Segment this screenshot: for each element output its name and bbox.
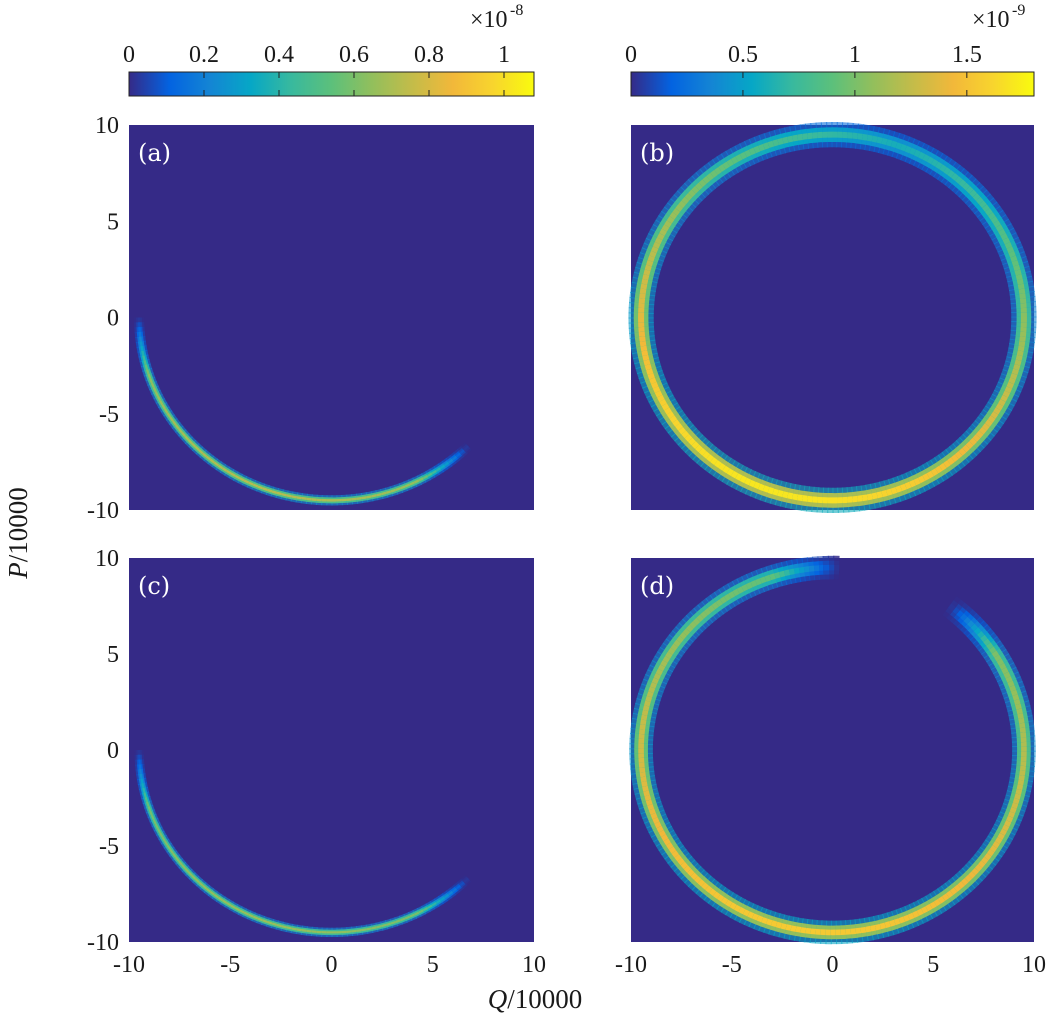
colorbar-tick-label: 1 [849,42,861,68]
panel-a: (a) [129,125,534,510]
colorbar-left: 0 0.2 0.4 0.6 0.8 1 ×10 -8 [123,2,535,97]
y-tick-label: 0 [107,306,119,332]
heatmap-arc [134,317,472,506]
x-tick-label: 0 [326,952,338,978]
colorbar-right: 0 0.5 1 1.5 ×10 -9 [625,2,1035,97]
heatmap-ring [629,555,1036,945]
x-tick-label: 0 [827,952,839,978]
x-tick-label: -5 [220,952,240,978]
panel-b: (b) [628,121,1037,514]
x-axis-label-var: Q [488,984,508,1014]
colorbar-tick-label: 0 [625,42,637,68]
colorbar-right-bar [630,71,1035,97]
x-axis-label-rest: /10000 [507,984,582,1014]
heatmap-background [129,558,534,942]
colorbar-left-ticks: 0 0.2 0.4 0.6 0.8 1 [123,42,510,96]
heatmap-background [129,125,534,510]
y-axis-label-rest: /10000 [3,487,33,562]
panel-label: (b) [640,139,674,167]
colorbar-tick-label: 0.8 [414,42,444,68]
heatmap-cell-core [463,877,470,884]
y-ticks-bottom: 10 5 0 -5 -10 [87,546,119,956]
heatmap-cell-core [947,603,956,612]
x-tick-label: -5 [722,952,742,978]
x-tick-label: 5 [927,952,939,978]
colorbar-right-ticks: 0 0.5 1 1.5 [625,42,982,96]
x-ticks-right: -10 -5 0 5 10 [615,952,1046,978]
y-tick-label: -10 [87,498,119,524]
y-tick-label: 10 [95,113,119,139]
colorbar-left-exponent-base: ×10 [470,7,508,33]
panel-c: (c) [129,558,534,942]
colorbar-tick-label: 0.5 [728,42,758,68]
x-ticks-left: -10 -5 0 5 10 [113,952,546,978]
x-axis-label: Q/10000 [488,984,583,1014]
heatmap-cell-core [463,445,470,452]
y-tick-label: -5 [99,834,119,860]
y-tick-label: -10 [87,930,119,956]
x-tick-label: -10 [113,952,145,978]
y-axis-label: P/10000 [3,487,33,580]
heatmap-arc [134,749,472,938]
panel-label: (c) [138,572,170,600]
colorbar-tick-label: 0.4 [264,42,294,68]
x-tick-label: 10 [1022,952,1046,978]
y-axis-label-var: P [3,562,33,580]
heatmap-ring [628,121,1037,514]
y-tick-label: 5 [107,209,119,235]
y-tick-label: 10 [95,546,119,572]
y-tick-label: -5 [99,402,119,428]
colorbar-right-exponent: -9 [1012,2,1025,19]
panel-label: (a) [138,139,171,167]
panel-label: (d) [640,572,674,600]
colorbar-left-bar [128,71,535,97]
panel-d: (d) [629,555,1036,945]
colorbar-tick-label: 0 [123,42,135,68]
y-tick-label: 0 [107,738,119,764]
y-ticks-top: 10 5 0 -5 -10 [87,113,119,524]
x-tick-label: 10 [522,952,546,978]
colorbar-tick-label: 0.6 [339,42,369,68]
y-tick-label: 5 [107,642,119,668]
x-tick-label: 5 [427,952,439,978]
colorbar-tick-label: 1.5 [952,42,982,68]
colorbar-right-exponent-base: ×10 [972,7,1010,33]
colorbar-tick-label: 0.2 [189,42,219,68]
colorbar-left-exponent: -8 [510,2,523,19]
x-tick-label: -10 [615,952,647,978]
colorbar-tick-label: 1 [498,42,510,68]
